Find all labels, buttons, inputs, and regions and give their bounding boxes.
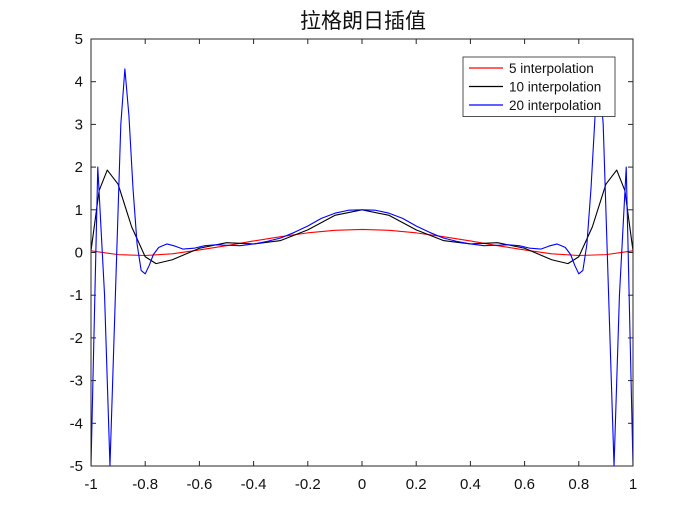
x-tick-label: -1 [84, 476, 97, 493]
series-line-1 [91, 228, 633, 257]
x-tick-label: 0.6 [514, 476, 535, 493]
x-tick-label: -0.2 [295, 476, 321, 493]
y-tick-label: 2 [75, 159, 83, 176]
y-tick-label: -4 [70, 415, 83, 432]
y-tick-label: -3 [70, 373, 83, 390]
x-tick-label: -0.6 [186, 476, 212, 493]
y-tick-label: 5 [75, 31, 83, 48]
x-tick-label: 1 [629, 476, 637, 493]
legend-label-2: 10 interpolation [509, 80, 601, 95]
y-tick-label: -5 [70, 458, 83, 475]
y-tick-label: 0 [75, 245, 83, 262]
legend-label-3: 20 interpolation [509, 98, 601, 113]
y-tick-label: 4 [75, 74, 83, 91]
x-tick-label: 0 [358, 476, 366, 493]
y-tick-label: 1 [75, 202, 83, 219]
x-tick-label: -0.8 [132, 476, 158, 493]
x-tick-label: 0.4 [460, 476, 481, 493]
x-tick-label: 0.2 [406, 476, 427, 493]
series-line-3 [91, 68, 633, 466]
legend-label-1: 5 interpolation [509, 61, 594, 76]
x-tick-label: 0.8 [568, 476, 589, 493]
y-tick-label: 3 [75, 116, 83, 133]
legend: 5 interpolation 10 interpolation 20 interp… [462, 56, 616, 117]
y-tick-label: -2 [70, 330, 83, 347]
x-tick-label: -0.4 [241, 476, 267, 493]
chart-title: 拉格朗日插值 [300, 9, 426, 33]
y-tick-label: -1 [70, 287, 83, 304]
